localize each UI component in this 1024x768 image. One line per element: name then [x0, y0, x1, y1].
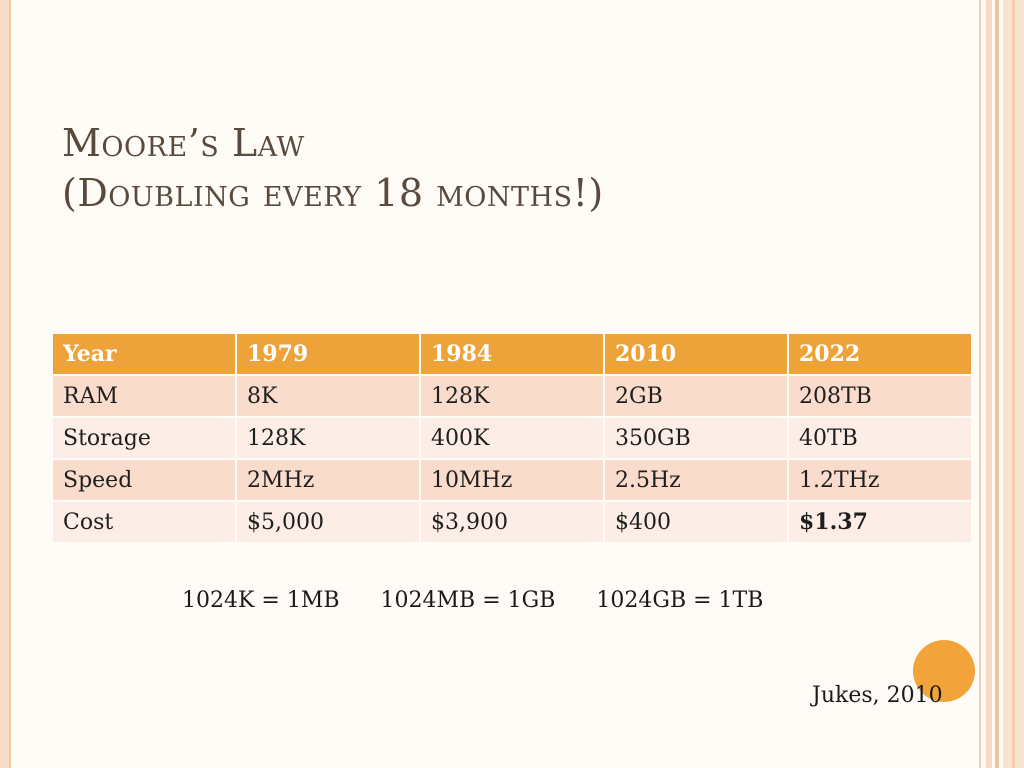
row-label: Speed	[53, 460, 235, 500]
header-cell: 1984	[421, 334, 603, 374]
highlighted-cost-cell: $1.37	[789, 502, 971, 542]
citation: Jukes, 2010	[812, 683, 943, 708]
table-cell: 208TB	[789, 376, 971, 416]
table-cell: $3,900	[421, 502, 603, 542]
header-cell: Year	[53, 334, 235, 374]
slide-title: Moore’s Law (Doubling every 18 months!)	[62, 118, 604, 218]
table-cell: $5,000	[237, 502, 419, 542]
table-row-ram: RAM 8K 128K 2GB 208TB	[53, 376, 971, 416]
row-label: Cost	[53, 502, 235, 542]
row-label: Storage	[53, 418, 235, 458]
table-cell: 350GB	[605, 418, 787, 458]
right-decorative-stripe	[1012, 0, 1015, 768]
right-decorative-stripe	[995, 0, 999, 768]
table-cell: 10MHz	[421, 460, 603, 500]
right-decorative-stripe	[979, 0, 981, 768]
table-cell: 8K	[237, 376, 419, 416]
table-header-row: Year 1979 1984 2010 2022	[53, 334, 971, 374]
left-decorative-stripe	[0, 0, 9, 768]
table-cell: 2.5Hz	[605, 460, 787, 500]
conversion-mb-gb: 1024MB = 1GB	[380, 588, 556, 613]
unit-conversions: 1024K = 1MB 1024MB = 1GB 1024GB = 1TB	[182, 588, 797, 613]
header-cell: 1979	[237, 334, 419, 374]
table-cell: 1.2THz	[789, 460, 971, 500]
table-cell: 128K	[421, 376, 603, 416]
table-row-storage: Storage 128K 400K 350GB 40TB	[53, 418, 971, 458]
table-cell: 2MHz	[237, 460, 419, 500]
table-cell: 128K	[237, 418, 419, 458]
right-decorative-stripe	[986, 0, 992, 768]
table-row-speed: Speed 2MHz 10MHz 2.5Hz 1.2THz	[53, 460, 971, 500]
title-line-1: Moore’s Law	[62, 121, 305, 165]
table-cell: 2GB	[605, 376, 787, 416]
table-cell: 400K	[421, 418, 603, 458]
left-decorative-line	[9, 0, 11, 768]
conversion-gb-tb: 1024GB = 1TB	[596, 588, 764, 613]
table-cell: $400	[605, 502, 787, 542]
decorative-circle	[913, 640, 975, 702]
header-cell: 2010	[605, 334, 787, 374]
header-cell: 2022	[789, 334, 971, 374]
table-cell: 40TB	[789, 418, 971, 458]
moores-law-table: Year 1979 1984 2010 2022 RAM 8K 128K 2GB…	[51, 332, 973, 544]
title-line-2: (Doubling every 18 months!)	[62, 171, 604, 215]
table-row-cost: Cost $5,000 $3,900 $400 $1.37	[53, 502, 971, 542]
row-label: RAM	[53, 376, 235, 416]
conversion-kb-mb: 1024K = 1MB	[182, 588, 340, 613]
